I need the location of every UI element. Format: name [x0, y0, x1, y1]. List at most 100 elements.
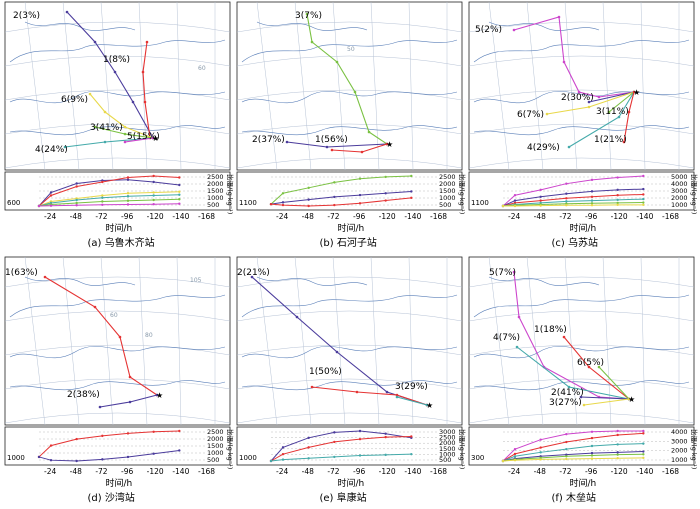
cluster-label: 6(5%) — [577, 358, 604, 368]
trajectory-marker — [330, 148, 334, 152]
latitude-line — [468, 89, 695, 101]
humidity-point — [101, 180, 104, 184]
humidity-point — [126, 176, 130, 179]
panel-svg: ★5(7%)1(18%)4(7%)6(5%)2(41%)3(27%)400030… — [468, 256, 699, 504]
x-axis-label: 时间/h — [106, 222, 133, 234]
humidity-point — [126, 432, 130, 435]
humidity-point — [539, 446, 542, 449]
station-star-icon: ★ — [152, 134, 159, 143]
humidity-point — [616, 443, 619, 446]
humidity-point — [642, 429, 645, 433]
coastline — [24, 276, 136, 286]
humidity-point — [642, 193, 645, 196]
humidity-point — [152, 180, 155, 184]
humidity-point — [126, 455, 130, 459]
humidity-point — [178, 190, 181, 193]
humidity-point — [616, 198, 619, 202]
grid-degree-label: 50 — [347, 46, 355, 53]
trajectory-marker — [285, 140, 289, 144]
cluster-label: 4(7%) — [493, 333, 520, 343]
latitude-line — [4, 378, 231, 390]
station-star-icon: ★ — [386, 140, 393, 149]
latitude-line — [4, 123, 231, 135]
panel-a: 60 ★ 2(3%) 1(8%) 6(9%) 3(41%) 5(15%) 4(24%) 2500… — [4, 1, 235, 250]
map-graticule — [4, 1, 231, 171]
x-tick-label: -140 — [172, 212, 189, 221]
humidity-point — [152, 198, 155, 202]
humidity-point — [384, 199, 387, 202]
trajectory-marker — [597, 365, 601, 369]
latitude-line — [4, 310, 231, 322]
humidity-point — [565, 197, 568, 200]
x-tick-label: -168 — [430, 467, 447, 476]
humidity-tick-label: 500 — [439, 201, 451, 209]
humidity-point — [565, 432, 568, 436]
humidity-point — [126, 178, 130, 181]
humidity-point — [75, 185, 78, 188]
humidity-point — [75, 182, 78, 185]
latitude-line — [4, 344, 231, 356]
map-graticule — [236, 256, 463, 426]
x-tick-label: -48 — [302, 467, 314, 476]
x-tick-label: -168 — [662, 212, 679, 221]
trajectory-marker — [517, 315, 521, 319]
humidity-tick-label: 500 — [207, 456, 219, 464]
humidity-point — [384, 175, 387, 179]
longitude-line — [62, 1, 80, 171]
humidity-tick-label: 1500 — [439, 445, 456, 453]
humidity-point — [75, 204, 78, 207]
x-tick-label: -72 — [327, 467, 339, 476]
humidity-point — [642, 456, 645, 460]
grid-degree-label: 105 — [190, 277, 202, 284]
x-tick-label: -168 — [430, 212, 447, 221]
trajectory-marker — [395, 395, 399, 399]
humidity-point — [333, 181, 336, 184]
coastline — [24, 21, 136, 31]
panel-d: 105 80 60 ★ 1(63%) 2(38%) 2500 2000 1500 1000 500 1… — [4, 256, 235, 505]
trajectory-marker — [607, 110, 611, 114]
latitude-line — [4, 55, 231, 67]
map-graticule — [468, 256, 695, 426]
humidity-point — [616, 176, 619, 179]
humidity-point — [152, 194, 155, 197]
map-frame — [236, 1, 463, 171]
x-tick-label: -140 — [404, 467, 421, 476]
humidity-point — [513, 199, 517, 202]
longitude-line — [24, 1, 46, 171]
map-coastlines — [473, 276, 690, 391]
humidity-point — [513, 455, 517, 458]
humidity-point — [642, 442, 645, 445]
humidity-point — [590, 190, 594, 193]
humidity-point — [384, 453, 387, 457]
trajectory-marker — [310, 385, 314, 389]
trajectory-marker — [545, 112, 549, 116]
map-graticule — [4, 256, 231, 426]
x-tick-label: -140 — [172, 467, 189, 476]
latitude-line — [468, 276, 695, 288]
longitude-line — [640, 1, 646, 171]
x-tick-label: -120 — [147, 212, 164, 221]
trajectory-marker — [113, 70, 117, 74]
humidity-tick-label: 2000 — [207, 180, 224, 188]
humidity-point — [590, 202, 594, 205]
humidity-start-value: 1000 — [7, 454, 25, 462]
trajectory-marker — [310, 40, 314, 44]
humidity-point — [281, 203, 285, 207]
coastline — [241, 345, 458, 359]
humidity-point — [358, 193, 362, 197]
cluster-label: 5(7%) — [489, 268, 516, 278]
cluster-label: 3(29%) — [395, 382, 428, 392]
trajectory-marker — [632, 90, 636, 94]
coastline — [9, 39, 226, 63]
humidity-point — [358, 437, 362, 441]
humidity-point — [281, 458, 285, 461]
humidity-point — [590, 444, 594, 448]
longitude-line — [24, 256, 46, 426]
x-tick-label: -96 — [585, 212, 597, 221]
humidity-point — [513, 459, 517, 462]
humidity-point — [616, 429, 619, 433]
cluster-label: 2(41%) — [551, 388, 584, 398]
humidity-point — [513, 194, 517, 197]
x-tick-label: -96 — [585, 467, 597, 476]
map-frame — [4, 1, 231, 171]
